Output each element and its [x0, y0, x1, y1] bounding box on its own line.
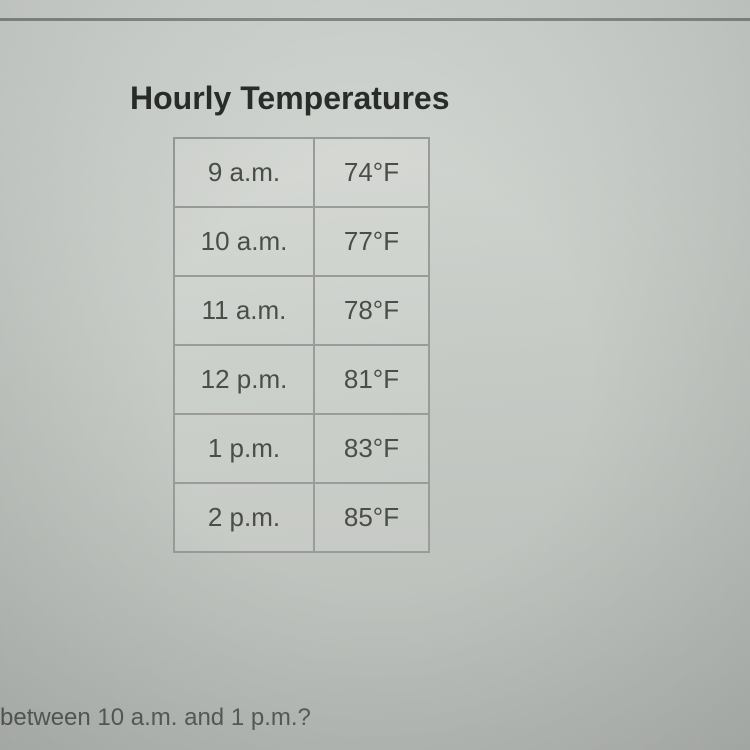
question-fragment: between 10 a.m. and 1 p.m.? [0, 704, 311, 732]
time-cell: 1 p.m. [174, 414, 314, 483]
temp-cell: 78°F [314, 276, 429, 345]
time-cell: 10 a.m. [174, 207, 314, 276]
temp-cell: 85°F [314, 483, 429, 552]
table-row: 11 a.m. 78°F [174, 276, 429, 345]
temp-cell: 74°F [314, 138, 429, 207]
table-title: Hourly Temperatures [130, 80, 750, 117]
temperature-table: 9 a.m. 74°F 10 a.m. 77°F 11 a.m. 78°F 12… [173, 137, 430, 553]
time-cell: 11 a.m. [174, 276, 314, 345]
temp-cell: 83°F [314, 414, 429, 483]
divider-line [0, 18, 750, 21]
time-cell: 9 a.m. [174, 138, 314, 207]
table-row: 12 p.m. 81°F [174, 345, 429, 414]
table-row: 9 a.m. 74°F [174, 138, 429, 207]
temp-cell: 77°F [314, 207, 429, 276]
time-cell: 12 p.m. [174, 345, 314, 414]
time-cell: 2 p.m. [174, 483, 314, 552]
table-row: 10 a.m. 77°F [174, 207, 429, 276]
content-area: Hourly Temperatures 9 a.m. 74°F 10 a.m. … [0, 0, 750, 553]
table-row: 2 p.m. 85°F [174, 483, 429, 552]
temp-cell: 81°F [314, 345, 429, 414]
table-row: 1 p.m. 83°F [174, 414, 429, 483]
